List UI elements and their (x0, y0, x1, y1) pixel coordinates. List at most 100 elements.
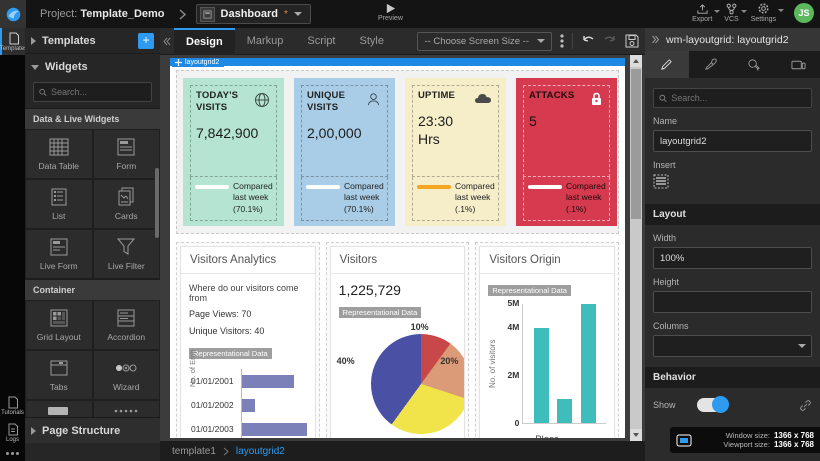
show-property-row: Show (653, 396, 812, 413)
screen-size-dropdown[interactable]: -- Choose Screen Size -- (417, 31, 552, 51)
bind-property-icon[interactable] (799, 399, 812, 412)
breadcrumb-layoutgrid2[interactable]: layoutgrid2 (235, 445, 285, 457)
left-panel-scrollbar[interactable] (155, 168, 159, 238)
add-template-button[interactable]: + (138, 32, 154, 49)
save-button[interactable] (625, 34, 639, 48)
insert-row-icon[interactable] (653, 174, 669, 189)
height-field[interactable] (653, 291, 812, 313)
tab-design[interactable]: Design (174, 27, 235, 55)
topbar: Project: Template_Demo Dashboard * Previ… (0, 0, 820, 28)
width-field[interactable] (653, 247, 812, 269)
viewport-icon (676, 434, 692, 446)
tab-events[interactable] (733, 51, 777, 78)
logo-icon (6, 7, 20, 21)
tab-properties[interactable] (645, 51, 689, 78)
properties-body: Name Insert Layout Width Height Columns … (645, 78, 820, 461)
move-icon (175, 59, 182, 66)
viewport-size: Viewport size: 1366 x 768 (723, 440, 814, 449)
property-search[interactable] (653, 88, 812, 108)
page-structure-header[interactable]: Page Structure (25, 417, 160, 443)
person-icon (366, 92, 381, 112)
page-selector-dropdown[interactable]: Dashboard * (195, 4, 311, 24)
rail-item-templates[interactable]: Templates (0, 28, 27, 55)
card-unique-visits[interactable]: UNIQUE VISITS 2,00,000 Compared last wee… (294, 78, 395, 226)
name-field[interactable] (653, 130, 812, 152)
tutorials-icon (8, 396, 18, 409)
wavemaker-logo[interactable] (0, 0, 26, 28)
window-size: Window size: 1366 x 768 (725, 431, 814, 440)
representational-data-badge: Representational Data (189, 348, 272, 359)
device-icon (791, 60, 806, 69)
collapse-right-panel-icon[interactable] (651, 35, 660, 44)
compare-bar (195, 185, 229, 189)
tab-style[interactable]: Style (359, 35, 384, 47)
accordion-icon (117, 309, 135, 327)
live-filter-icon (117, 238, 136, 255)
widget-live-filter[interactable]: Live Filter (92, 229, 160, 279)
compare-bar (528, 185, 562, 189)
widgets-section-header[interactable]: Widgets (25, 54, 160, 80)
scroll-down-button[interactable] (630, 429, 642, 441)
gear-icon (758, 3, 769, 14)
card-attacks[interactable]: ATTACKS 5 Compared last week (.1%) (516, 78, 617, 226)
show-toggle[interactable] (697, 396, 729, 413)
rail-item-logs[interactable]: Logs (0, 419, 25, 446)
widget-tabs[interactable]: Tabs (25, 350, 93, 400)
tab-devices[interactable] (776, 51, 820, 78)
card-todays-visits[interactable]: TODAY'S VISITS 7,842,900 Compared last w… (183, 78, 284, 226)
widget-partial-1[interactable] (25, 400, 93, 417)
widget-grid-layout[interactable]: Grid Layout (25, 300, 93, 350)
behavior-section-header[interactable]: Behavior (645, 367, 820, 388)
rail-item-tutorials[interactable]: Tutorials (0, 392, 25, 419)
widget-live-form[interactable]: Live Form (25, 229, 93, 279)
chevron-down-icon (798, 344, 806, 348)
scrollbar-thumb[interactable] (631, 69, 641, 219)
tab-styles[interactable] (689, 51, 733, 78)
card-uptime[interactable]: UPTIME 23:30 Hrs Compared last week (.1%… (405, 78, 506, 226)
widget-form[interactable]: Form (92, 129, 160, 179)
selection-strip[interactable]: layoutgrid2 (170, 58, 625, 67)
editor-toolbar: Design Markup Script Style -- Choose Scr… (160, 27, 645, 55)
more-options-button[interactable] (560, 34, 564, 48)
widget-cards[interactable]: Cards (92, 179, 160, 229)
columns-field[interactable] (653, 335, 812, 357)
visitors-column[interactable]: Visitors 1,225,729 Representational Data… (325, 242, 470, 438)
widget-search[interactable] (33, 82, 152, 102)
data-table-icon (49, 138, 69, 156)
rail-more-button[interactable] (0, 446, 25, 461)
canvas-page[interactable]: layoutgrid2 TODAY'S VISITS 7,842,900 (170, 58, 625, 438)
origin-chart: No. of visitors 5M 4M 2M 0 (488, 298, 607, 428)
collapse-left-panel-button[interactable] (160, 37, 174, 46)
redo-button[interactable] (603, 35, 617, 47)
current-page-name: Dashboard (220, 8, 278, 20)
divider (572, 33, 573, 49)
widget-search-input[interactable] (50, 87, 146, 97)
widget-list[interactable]: List (25, 179, 93, 229)
canvas-vertical-scrollbar[interactable] (630, 55, 642, 441)
property-search-input[interactable] (671, 93, 806, 103)
tab-markup[interactable]: Markup (246, 35, 284, 47)
templates-section-header[interactable]: Templates + (25, 28, 160, 54)
visitors-origin-column[interactable]: Visitors Origin Representational Data No… (475, 242, 620, 438)
vcs-button[interactable]: VCS (724, 3, 747, 23)
breadcrumb-template1[interactable]: template1 (172, 445, 216, 457)
layout-section-header[interactable]: Layout (645, 204, 820, 225)
left-rail: Templates Tutorials Logs (0, 28, 27, 461)
undo-button[interactable] (581, 35, 595, 47)
visitors-analytics-column[interactable]: Visitors Analytics Where do our visitors… (176, 242, 320, 438)
left-panel-footer (25, 443, 160, 461)
widget-data-table[interactable]: Data Table (25, 129, 93, 179)
preview-button[interactable]: Preview (378, 3, 403, 22)
properties-tabs (645, 51, 820, 78)
user-avatar[interactable]: JS (794, 2, 814, 23)
tab-script[interactable]: Script (307, 35, 336, 47)
columns-dropdown[interactable] (653, 335, 812, 357)
export-button[interactable]: Export (692, 3, 721, 23)
widget-accordion[interactable]: Accordion (92, 300, 160, 350)
scroll-up-button[interactable] (630, 55, 642, 67)
settings-button[interactable]: Settings (751, 2, 784, 23)
selection-tab[interactable]: layoutgrid2 (172, 58, 225, 67)
widget-wizard[interactable]: Wizard (92, 350, 160, 400)
widget-partial-2[interactable] (92, 400, 160, 417)
modified-marker: * (283, 8, 288, 20)
